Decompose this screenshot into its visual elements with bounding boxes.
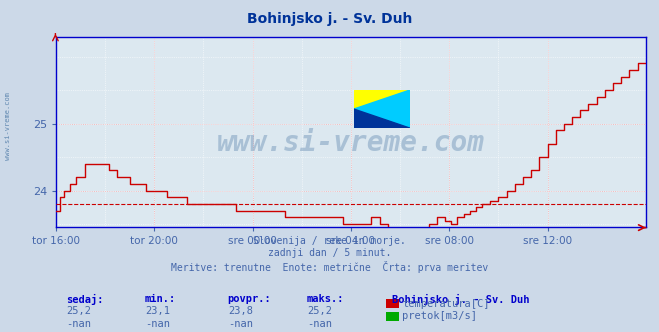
Text: Meritve: trenutne  Enote: metrične  Črta: prva meritev: Meritve: trenutne Enote: metrične Črta: … bbox=[171, 261, 488, 273]
Polygon shape bbox=[354, 109, 410, 128]
Text: povpr.:: povpr.: bbox=[227, 294, 271, 304]
Text: maks.:: maks.: bbox=[306, 294, 344, 304]
Text: -nan: -nan bbox=[146, 319, 171, 329]
Text: zadnji dan / 5 minut.: zadnji dan / 5 minut. bbox=[268, 248, 391, 258]
Text: www.si-vreme.com: www.si-vreme.com bbox=[217, 129, 485, 157]
Text: pretok[m3/s]: pretok[m3/s] bbox=[402, 311, 477, 321]
Text: temperatura[C]: temperatura[C] bbox=[402, 299, 490, 309]
Text: Bohinjsko j. - Sv. Duh: Bohinjsko j. - Sv. Duh bbox=[247, 12, 412, 26]
Text: min.:: min.: bbox=[145, 294, 176, 304]
Polygon shape bbox=[354, 90, 410, 128]
Text: 25,2: 25,2 bbox=[67, 306, 92, 316]
Text: 23,8: 23,8 bbox=[228, 306, 253, 316]
Text: www.si-vreme.com: www.si-vreme.com bbox=[5, 92, 11, 160]
Text: 23,1: 23,1 bbox=[146, 306, 171, 316]
Text: 25,2: 25,2 bbox=[307, 306, 332, 316]
Text: -nan: -nan bbox=[307, 319, 332, 329]
Text: -nan: -nan bbox=[67, 319, 92, 329]
Text: -nan: -nan bbox=[228, 319, 253, 329]
Text: sedaj:: sedaj: bbox=[66, 294, 103, 305]
Text: Slovenija / reke in morje.: Slovenija / reke in morje. bbox=[253, 236, 406, 246]
Text: Bohinjsko j. - Sv. Duh: Bohinjsko j. - Sv. Duh bbox=[392, 294, 530, 305]
Polygon shape bbox=[354, 90, 410, 109]
